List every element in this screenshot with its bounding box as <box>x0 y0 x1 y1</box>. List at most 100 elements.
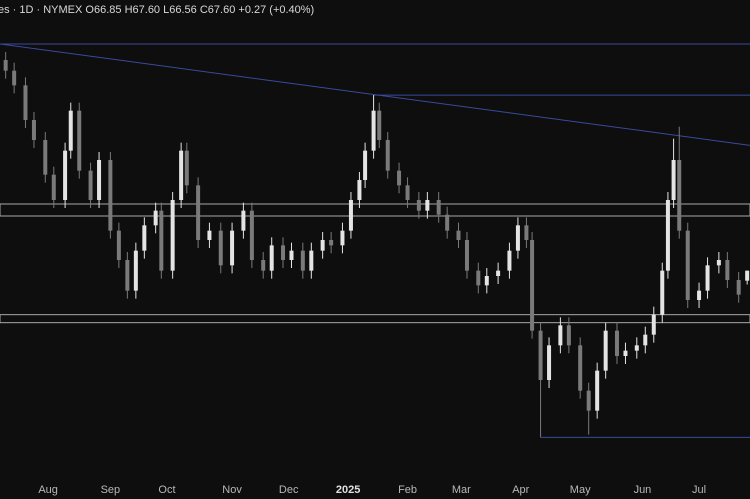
candle-body <box>348 200 353 231</box>
candle-body <box>745 270 750 281</box>
candle-body <box>578 345 583 391</box>
x-tick-label: Dec <box>279 484 299 496</box>
x-tick-label: Jun <box>634 484 652 496</box>
candle-body <box>249 210 254 260</box>
candle-body <box>677 160 682 231</box>
candle-body <box>530 240 535 331</box>
candle-body <box>716 260 721 266</box>
candle-body <box>697 290 702 300</box>
candle-body <box>329 240 334 246</box>
symbol: es · 1D · NYMEX <box>0 4 83 16</box>
candle-body <box>363 150 368 180</box>
candle-body <box>309 250 314 271</box>
zone <box>0 314 750 324</box>
candle-body <box>665 200 670 271</box>
candle-body <box>405 185 410 200</box>
candle-body <box>507 250 512 271</box>
candle-body <box>23 85 28 120</box>
candle-body <box>116 230 121 260</box>
x-tick-label: Nov <box>222 484 242 496</box>
x-tick-label: Aug <box>38 484 58 496</box>
candle-body <box>436 200 441 215</box>
candle-body <box>170 200 175 271</box>
candle-body <box>538 330 543 380</box>
candle-body <box>385 140 390 171</box>
x-tick-label: Feb <box>398 484 417 496</box>
candle-body <box>340 230 345 246</box>
candle-body <box>281 245 286 260</box>
candle-body <box>142 225 147 251</box>
candle-body <box>68 110 73 151</box>
candle-body <box>643 334 648 346</box>
candle-body <box>371 110 376 151</box>
candle-body <box>63 150 68 200</box>
candle-body <box>547 345 552 380</box>
candle-body <box>97 160 102 200</box>
candle-body <box>357 180 362 200</box>
candle-body <box>397 170 402 186</box>
candle-body <box>377 110 382 140</box>
candle-body <box>196 185 201 240</box>
high-label: H67.60 <box>125 4 160 16</box>
candle-body <box>660 270 665 315</box>
candle-body <box>218 230 223 266</box>
candle-body <box>207 230 212 240</box>
candle-body <box>241 210 246 231</box>
candle-body <box>261 260 266 271</box>
candle-body <box>320 240 325 251</box>
candle-body <box>623 350 628 356</box>
candle-body <box>595 370 600 411</box>
candle-body <box>634 345 639 351</box>
candle-body <box>3 60 8 71</box>
header: es · 1D · NYMEX O66.85 H67.60 L66.56 C67… <box>0 4 314 16</box>
candle-body <box>269 245 274 271</box>
candle-body <box>108 160 113 231</box>
candle-body <box>603 330 608 371</box>
candle-body <box>125 260 130 291</box>
candle-body <box>725 260 730 280</box>
candle-body <box>445 214 450 231</box>
candle-body <box>524 225 529 240</box>
candle-body <box>736 280 741 295</box>
zone <box>0 203 750 217</box>
candle-body <box>416 200 421 211</box>
candle-body <box>586 390 591 411</box>
candle-body <box>484 276 489 286</box>
candle-body <box>179 150 184 200</box>
close-label: C67.60 <box>200 4 235 16</box>
candle-body <box>425 200 430 211</box>
candle-body <box>456 230 461 240</box>
trendline <box>0 43 750 146</box>
candle-body <box>476 270 481 286</box>
plot-area <box>0 43 750 438</box>
candle-body <box>31 120 36 140</box>
x-tick-label: Apr <box>512 484 529 496</box>
candle-body <box>77 110 82 171</box>
x-tick-label: Oct <box>158 484 175 496</box>
candle-body <box>496 270 501 276</box>
candle-body <box>614 330 619 356</box>
candle-body <box>153 210 158 226</box>
candle-body <box>651 314 656 335</box>
candle-body <box>558 325 563 346</box>
candle-body <box>43 140 48 175</box>
low-label: L66.56 <box>163 4 197 16</box>
candle-body <box>566 325 571 346</box>
candle-body <box>184 150 189 186</box>
open-label: O66.85 <box>85 4 121 16</box>
x-tick-label: 2025 <box>336 484 360 496</box>
candle-body <box>300 250 305 271</box>
candle-body <box>12 70 17 86</box>
candle-body <box>685 230 690 300</box>
x-tick-label: Mar <box>452 484 471 496</box>
candle-body <box>88 170 93 200</box>
x-tick-label: Sep <box>101 484 121 496</box>
candle-body <box>133 250 138 291</box>
candle-body <box>464 240 469 271</box>
x-tick-label: May <box>570 484 591 496</box>
x-tick-label: Jul <box>692 484 706 496</box>
candle-body <box>671 160 676 200</box>
